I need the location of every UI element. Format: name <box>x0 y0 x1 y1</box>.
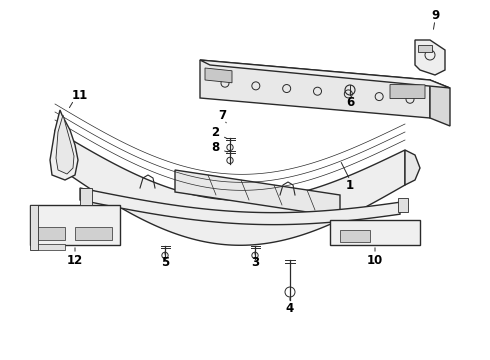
Polygon shape <box>38 227 65 240</box>
Text: 10: 10 <box>367 253 383 266</box>
Polygon shape <box>56 115 74 174</box>
Polygon shape <box>405 150 420 185</box>
Polygon shape <box>390 85 425 99</box>
Text: 4: 4 <box>286 302 294 315</box>
Polygon shape <box>398 198 408 212</box>
Polygon shape <box>205 68 232 83</box>
Text: 12: 12 <box>67 253 83 266</box>
Polygon shape <box>80 188 400 225</box>
Text: 9: 9 <box>431 9 439 22</box>
Polygon shape <box>340 230 370 242</box>
Polygon shape <box>30 205 38 250</box>
Polygon shape <box>75 227 112 240</box>
Text: 7: 7 <box>218 108 226 122</box>
Polygon shape <box>415 40 445 75</box>
Text: 3: 3 <box>251 256 259 269</box>
Polygon shape <box>200 60 450 88</box>
Text: 6: 6 <box>346 95 354 108</box>
Text: 5: 5 <box>161 256 169 269</box>
Polygon shape <box>38 244 65 250</box>
Polygon shape <box>50 110 78 180</box>
Text: 11: 11 <box>72 89 88 102</box>
Polygon shape <box>200 60 430 118</box>
Polygon shape <box>80 188 92 205</box>
Polygon shape <box>175 170 340 217</box>
Text: 1: 1 <box>346 179 354 192</box>
Text: 8: 8 <box>211 140 219 153</box>
Polygon shape <box>30 205 120 245</box>
Text: 2: 2 <box>211 126 219 139</box>
Polygon shape <box>418 45 432 52</box>
Polygon shape <box>430 80 450 126</box>
Polygon shape <box>55 130 405 245</box>
Polygon shape <box>330 220 420 245</box>
